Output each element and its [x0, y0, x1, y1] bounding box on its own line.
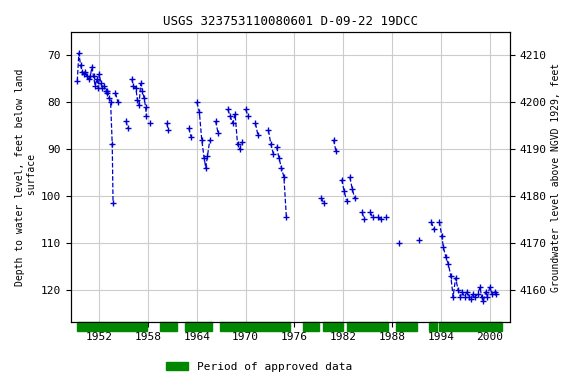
Bar [429, 323, 437, 331]
Title: USGS 323753110080601 D-09-22 19DCC: USGS 323753110080601 D-09-22 19DCC [163, 15, 418, 28]
Bar [185, 323, 211, 331]
Y-axis label: Groundwater level above NGVD 1929, feet: Groundwater level above NGVD 1929, feet [551, 63, 561, 292]
Bar [347, 323, 388, 331]
Bar [302, 323, 319, 331]
Y-axis label: Depth to water level, feet below land
 surface: Depth to water level, feet below land su… [15, 68, 37, 286]
Bar [219, 323, 290, 331]
Bar [323, 323, 343, 331]
Bar [396, 323, 416, 331]
Bar [77, 323, 147, 331]
Legend: Period of approved data: Period of approved data [162, 358, 357, 377]
Bar [160, 323, 176, 331]
Bar [439, 323, 502, 331]
